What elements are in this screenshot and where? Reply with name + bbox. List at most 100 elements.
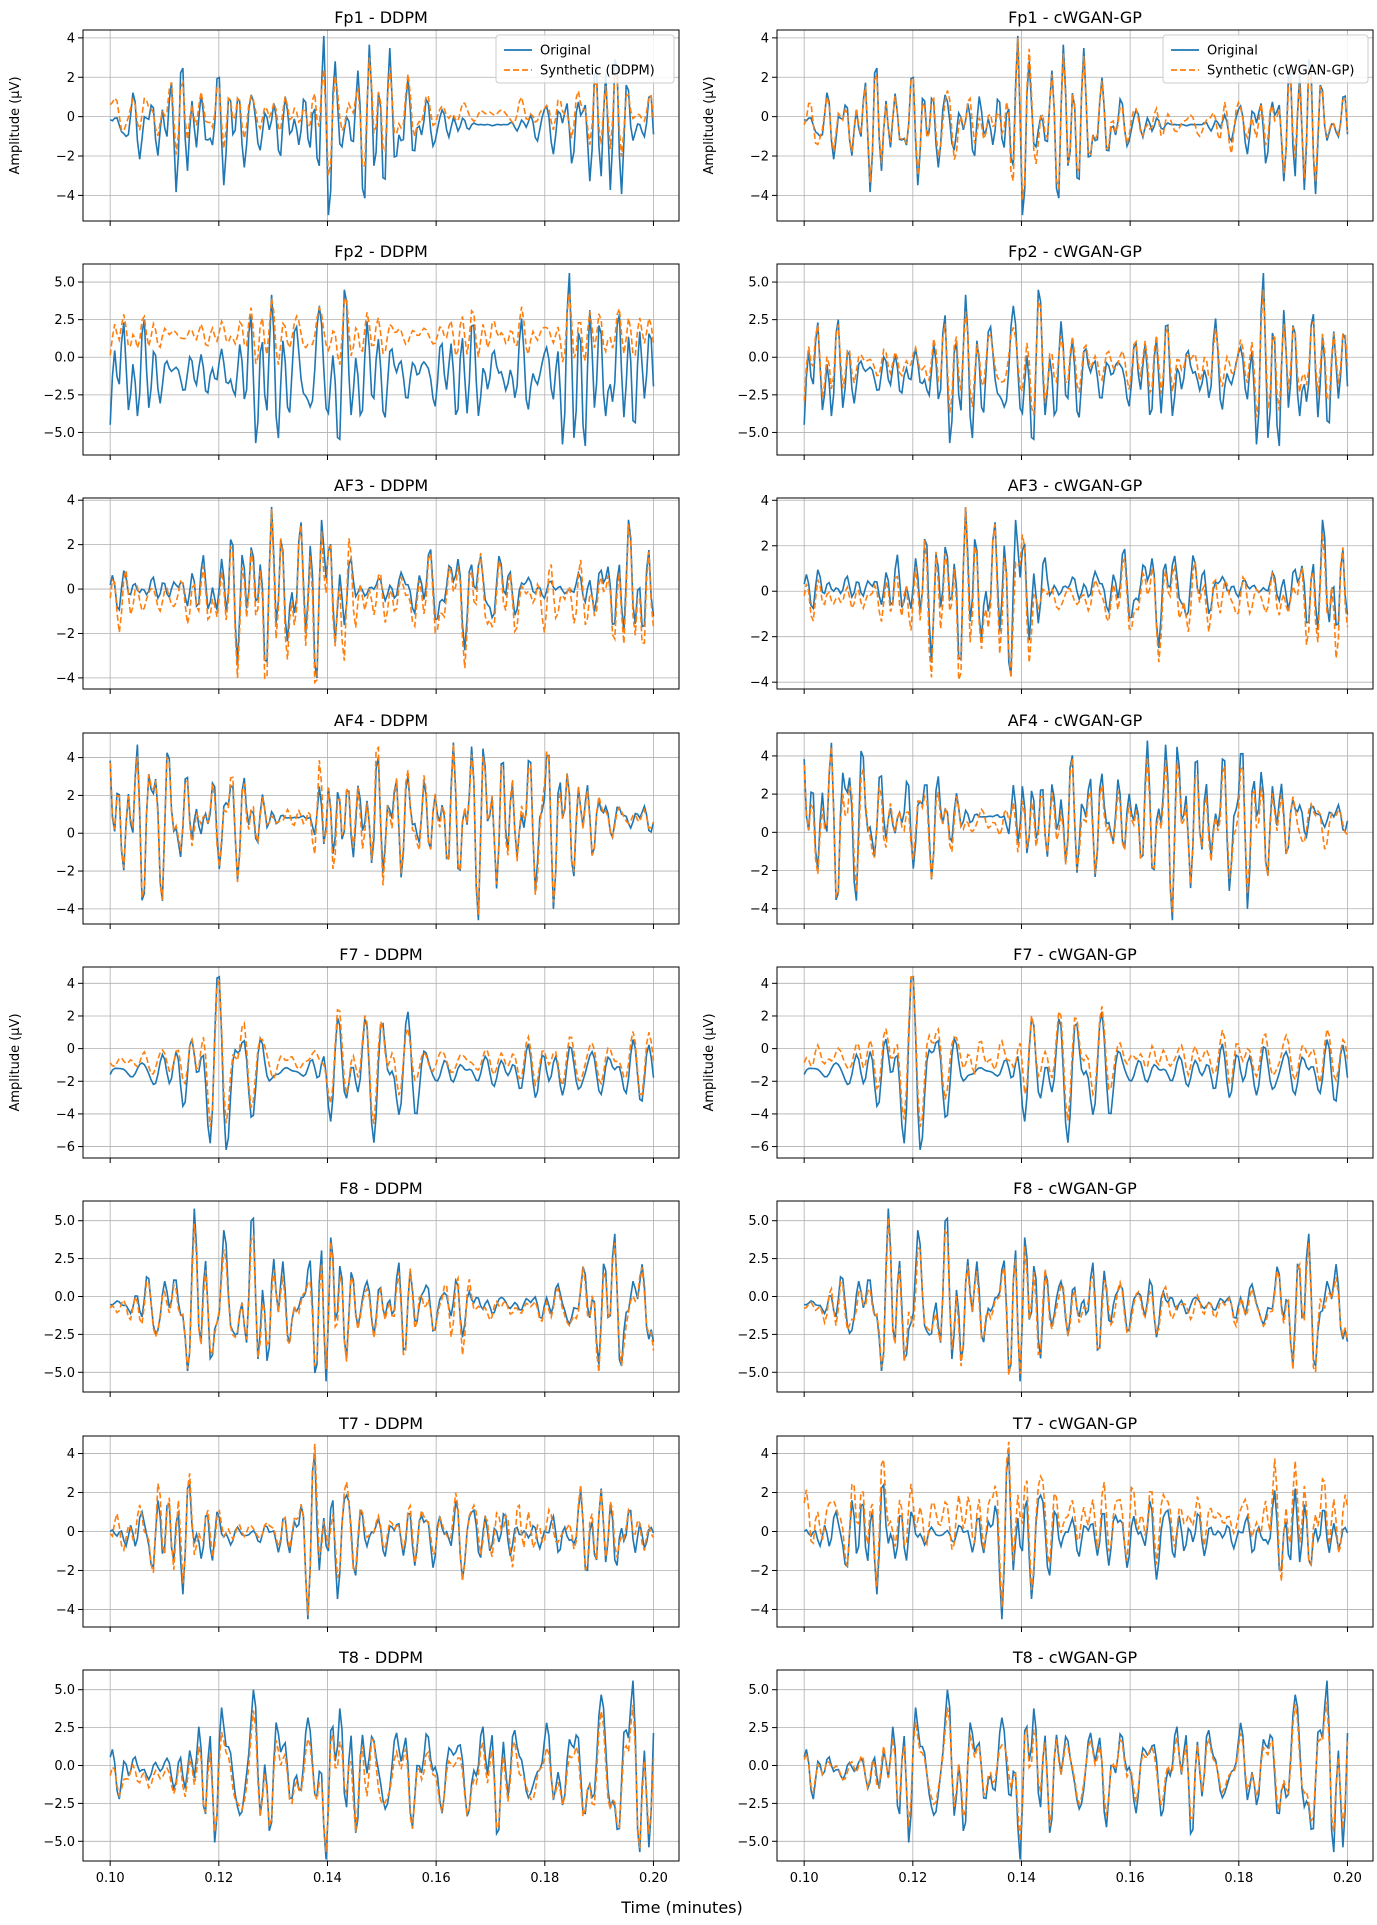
- y-tick-label: −2: [750, 630, 769, 645]
- series-line-original: [803, 1680, 1349, 1860]
- y-tick-label: −4: [56, 902, 75, 917]
- y-tick-label: 5.0: [748, 276, 769, 291]
- y-tick-label: 2.5: [748, 1721, 769, 1736]
- y-tick-label: 0: [67, 1525, 75, 1540]
- y-tick-label: −5.0: [737, 426, 769, 441]
- subplot-af4-cwgan-gp: −4 −2 0 2 4 AF4 - cWGAN-GP: [750, 711, 1374, 929]
- y-tick-label: −2: [56, 1564, 75, 1579]
- series-line-synthetic: [109, 1443, 655, 1616]
- subplot-fp1-ddpm: −4 −2 0 2 4 Fp1 - DDPM Amplitude (µV) Original S…: [8, 8, 680, 226]
- y-axis-label: Amplitude (µV): [8, 76, 23, 174]
- subplot-t8-cwgan-gp: −5.0 −2.5 0.0 2.5 5.0 0.10 0.12 0.14 0.16 0.18 0.2…: [737, 1648, 1374, 1886]
- axes-frame: [82, 263, 680, 456]
- y-tick-label: 4: [67, 494, 75, 509]
- y-axis-label: Amplitude (µV): [8, 1013, 23, 1111]
- legend: Original Synthetic (cWGAN-GP): [1162, 34, 1369, 84]
- subplot-title: F8 - DDPM: [339, 1179, 422, 1198]
- y-tick-label: 2.5: [54, 313, 75, 328]
- x-tick-label: 0.10: [96, 1871, 125, 1886]
- x-tick-label: 0.12: [898, 1871, 927, 1886]
- figure-x-axis-label: Time (minutes): [620, 1898, 743, 1917]
- subplot-title: Fp1 - DDPM: [334, 8, 428, 27]
- y-tick-label: 2: [761, 71, 769, 86]
- legend-entry: Original: [540, 44, 591, 59]
- y-tick-label: −4: [750, 1107, 769, 1122]
- x-tick-label: 0.18: [1224, 1871, 1253, 1886]
- y-tick-label: 0: [67, 110, 75, 125]
- y-tick-label: 2.5: [748, 313, 769, 328]
- subplot-title: T8 - DDPM: [338, 1648, 423, 1667]
- subplot-f8-cwgan-gp: −5.0 −2.5 0.0 2.5 5.0 F8 - cWGAN-GP: [737, 1179, 1374, 1397]
- y-tick-label: 0: [761, 1042, 769, 1057]
- subplot-title: F8 - cWGAN-GP: [1013, 1179, 1137, 1198]
- axes-frame: [776, 732, 1374, 925]
- y-tick-label: 4: [761, 31, 769, 46]
- y-tick-label: −5.0: [43, 426, 75, 441]
- series-line-original: [803, 1453, 1349, 1620]
- legend-entry: Original: [1207, 44, 1258, 59]
- y-tick-label: 2.5: [748, 1252, 769, 1267]
- series-line-synthetic: [109, 1704, 655, 1852]
- y-tick-label: 2: [761, 1486, 769, 1501]
- series-line-synthetic: [109, 979, 655, 1128]
- x-tick-label: 0.18: [530, 1871, 559, 1886]
- subplot-f8-ddpm: −5.0 −2.5 0.0 2.5 5.0 F8 - DDPM: [43, 1179, 680, 1397]
- subplot-title: Fp2 - DDPM: [334, 242, 428, 261]
- y-tick-label: −4: [56, 671, 75, 686]
- y-tick-label: 0: [67, 827, 75, 842]
- y-tick-label: 2: [761, 1009, 769, 1024]
- x-tick-label: 0.16: [422, 1871, 451, 1886]
- series-line-synthetic: [109, 1223, 655, 1373]
- y-tick-label: 2.5: [54, 1721, 75, 1736]
- y-tick-label: −2.5: [737, 388, 769, 403]
- y-tick-label: −2: [56, 627, 75, 642]
- y-tick-label: 2: [761, 788, 769, 803]
- y-tick-label: −4: [56, 1107, 75, 1122]
- subplot-title: AF4 - cWGAN-GP: [1008, 711, 1143, 730]
- subplot-title: T7 - cWGAN-GP: [1012, 1414, 1138, 1433]
- subplot-af3-cwgan-gp: −4 −2 0 2 4 AF3 - cWGAN-GP: [750, 476, 1374, 694]
- y-tick-label: 2: [67, 1486, 75, 1501]
- legend-entry: Synthetic (cWGAN-GP): [1207, 64, 1354, 79]
- subplot-title: T8 - cWGAN-GP: [1012, 1648, 1138, 1667]
- series-line-original: [109, 975, 655, 1150]
- x-tick-label: 0.14: [1007, 1871, 1036, 1886]
- y-tick-label: 4: [761, 749, 769, 764]
- subplot-fp2-cwgan-gp: −5.0 −2.5 0.0 2.5 5.0 Fp2 - cWGAN-GP: [737, 242, 1374, 460]
- series-line-synthetic: [109, 57, 655, 176]
- y-tick-label: 4: [761, 1447, 769, 1462]
- series-line-original: [109, 1453, 655, 1620]
- series-line-synthetic: [803, 746, 1349, 913]
- axes-frame: [82, 966, 680, 1159]
- y-tick-label: −4: [750, 676, 769, 691]
- axes-frame: [776, 497, 1374, 690]
- y-tick-label: 4: [67, 31, 75, 46]
- series-line-original: [803, 975, 1349, 1150]
- subplot-title: F7 - DDPM: [339, 945, 422, 964]
- y-tick-label: −4: [750, 902, 769, 917]
- y-tick-label: 2: [67, 538, 75, 553]
- y-tick-label: 5.0: [748, 1214, 769, 1229]
- y-tick-label: −4: [56, 189, 75, 204]
- y-tick-label: 0.0: [54, 351, 75, 366]
- y-tick-label: 4: [67, 977, 75, 992]
- axes-frame: [776, 966, 1374, 1159]
- y-tick-label: 4: [67, 1447, 75, 1462]
- y-tick-label: 4: [761, 977, 769, 992]
- series-line-synthetic: [803, 1217, 1349, 1376]
- y-tick-label: −2.5: [43, 1328, 75, 1343]
- x-tick-label: 0.10: [790, 1871, 819, 1886]
- series-line-synthetic: [803, 37, 1349, 200]
- y-tick-label: 0.0: [748, 1290, 769, 1305]
- series-line-original: [109, 272, 655, 447]
- y-tick-label: 0.0: [748, 351, 769, 366]
- axes-frame: [82, 497, 680, 690]
- y-tick-label: −5.0: [737, 1366, 769, 1381]
- subplot-title: AF3 - DDPM: [334, 476, 428, 495]
- axes-frame: [82, 29, 680, 222]
- y-tick-label: −2: [56, 1075, 75, 1090]
- subplot-t7-ddpm: −4 −2 0 2 4 T7 - DDPM: [56, 1414, 680, 1632]
- series-line-synthetic: [109, 509, 655, 685]
- series-line-synthetic: [109, 292, 655, 365]
